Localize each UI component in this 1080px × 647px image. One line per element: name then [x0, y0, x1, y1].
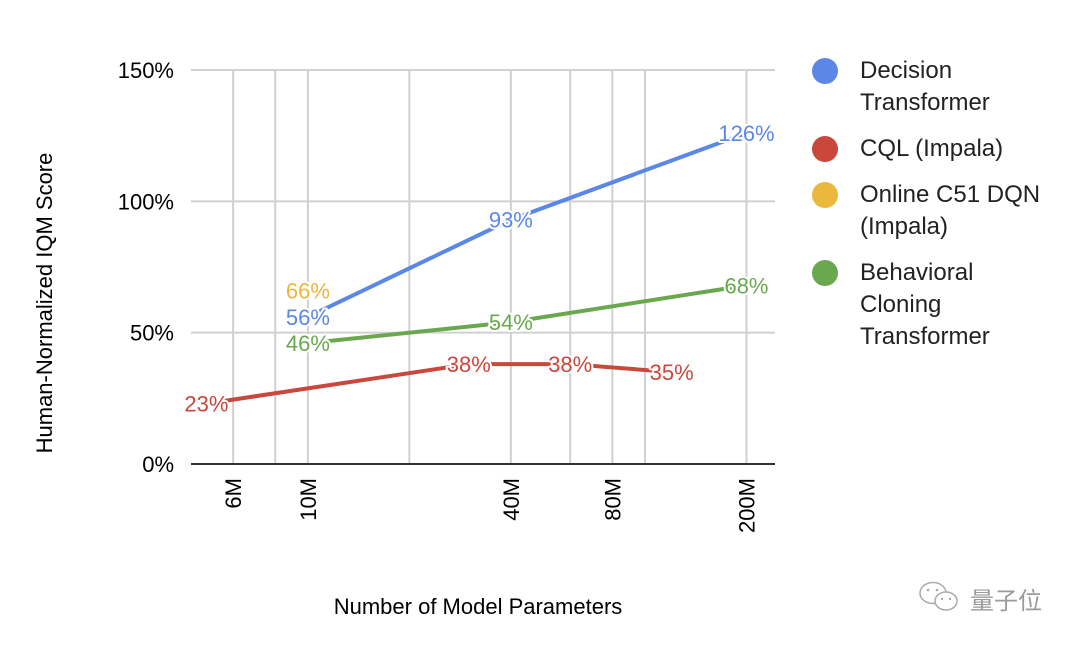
data-point — [508, 217, 513, 222]
series-lines — [204, 131, 749, 406]
data-label: 38% — [447, 352, 491, 377]
data-label: 66% — [286, 279, 330, 304]
wechat-icon — [919, 581, 958, 611]
data-label: 93% — [489, 208, 533, 233]
legend-item-cql[interactable]: CQL (Impala) — [812, 133, 1080, 165]
data-label: 126% — [718, 121, 774, 146]
data-labels: 56% 93% 126% 23% 38% 38% 35% 66% 46% 54% 68% — [182, 119, 776, 419]
legend-swatch — [812, 260, 838, 286]
y-tick-label: 0% — [142, 452, 174, 477]
watermark: 量子位 — [918, 580, 1042, 616]
legend-item-online-c51-dqn[interactable]: Online C51 DQN (Impala) — [812, 179, 1080, 243]
axes: 0% 50% 100% 150% 6M 10M 40M 80M 200M — [118, 58, 775, 533]
data-point — [669, 370, 674, 375]
data-point — [305, 314, 310, 319]
data-label: 54% — [489, 310, 533, 335]
data-point — [204, 401, 209, 406]
data-point — [466, 362, 471, 367]
data-label: 46% — [286, 331, 330, 356]
legend-swatch — [812, 58, 838, 84]
y-tick-label: 100% — [118, 189, 174, 214]
data-point — [744, 283, 749, 288]
series-line — [206, 362, 672, 406]
data-point — [568, 362, 573, 367]
legend-swatch — [812, 182, 838, 208]
y-tick-label: 150% — [118, 58, 174, 83]
legend-label: Online C51 DQN (Impala) — [860, 181, 1041, 240]
gridlines — [191, 69, 775, 464]
x-tick-label: 80M — [600, 478, 625, 521]
y-tick-label: 50% — [130, 321, 174, 346]
data-label: 56% — [286, 305, 330, 330]
legend-label: CQL (Impala) — [860, 135, 1004, 162]
data-label: 38% — [548, 352, 592, 377]
data-label: 23% — [184, 392, 228, 417]
legend-label: Decision Transformer — [860, 57, 990, 116]
legend-label: Behavioral Cloning Transformer — [860, 259, 990, 350]
watermark-text: 量子位 — [970, 587, 1042, 615]
data-point — [744, 131, 749, 136]
legend: Decision Transformer CQL (Impala) Online… — [812, 55, 1080, 367]
x-tick-label: 40M — [499, 478, 524, 521]
data-point — [305, 288, 310, 293]
legend-item-decision-transformer[interactable]: Decision Transformer — [812, 55, 1080, 119]
legend-item-behavioral-cloning-transformer[interactable]: Behavioral Cloning Transformer — [812, 257, 1080, 353]
x-axis-title: Number of Model Parameters — [334, 594, 623, 619]
data-point — [305, 341, 310, 346]
legend-swatch — [812, 136, 838, 162]
data-label: 68% — [724, 273, 768, 298]
x-tick-label: 200M — [734, 478, 759, 533]
data-point — [508, 320, 513, 325]
y-axis-title: Human-Normalized IQM Score — [32, 153, 57, 454]
data-label: 35% — [650, 360, 694, 385]
x-tick-label: 6M — [221, 478, 246, 509]
x-tick-label: 10M — [296, 478, 321, 521]
